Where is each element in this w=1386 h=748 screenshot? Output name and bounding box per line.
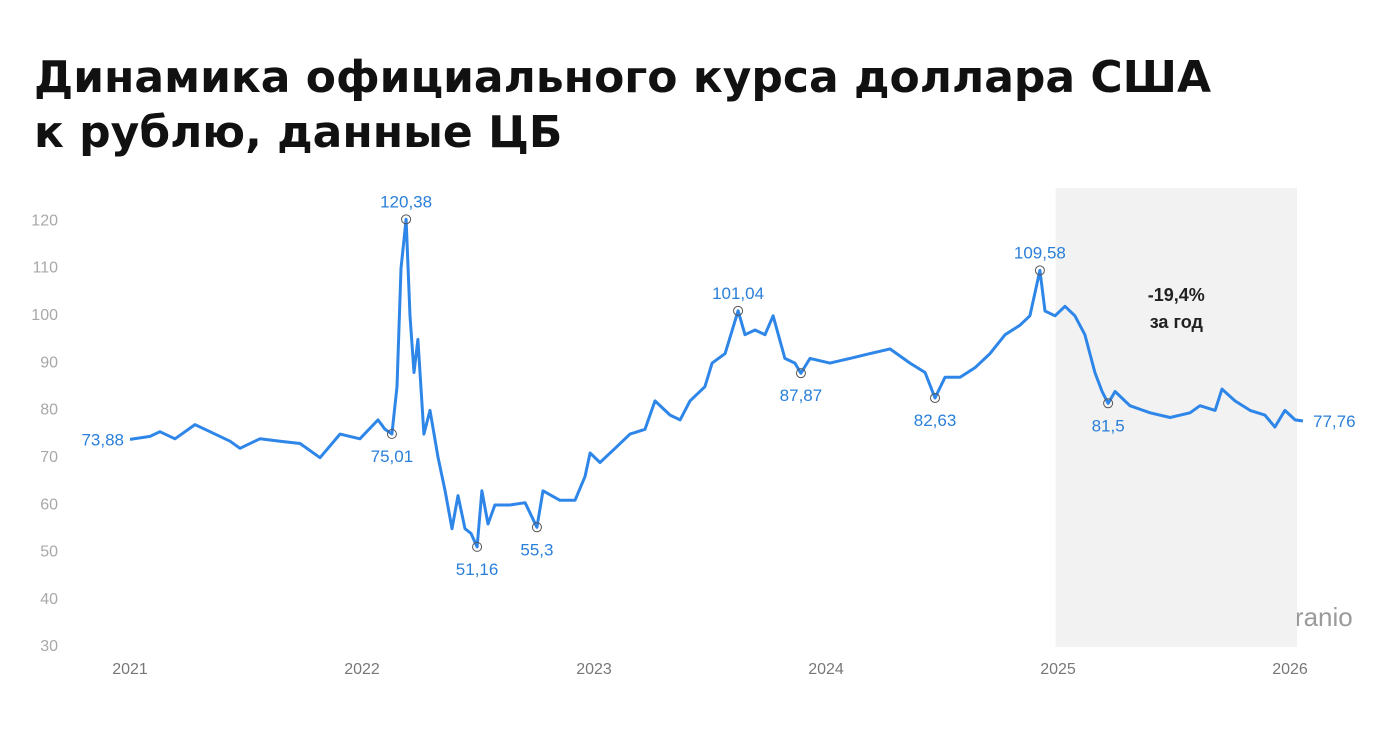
point-marker <box>401 214 412 225</box>
value-label: 109,58 <box>1014 243 1066 262</box>
value-label: 55,3 <box>520 540 553 559</box>
value-label: 87,87 <box>780 386 823 405</box>
x-tick-label: 2023 <box>576 661 612 678</box>
y-tick-label: 40 <box>40 591 58 608</box>
point-marker <box>733 305 744 316</box>
annotation: за год <box>1150 312 1204 332</box>
y-tick-label: 60 <box>40 496 58 513</box>
value-label: 51,16 <box>456 560 499 579</box>
value-label: 82,63 <box>914 411 957 430</box>
value-label: 73,88 <box>81 430 124 449</box>
line <box>129 217 1304 549</box>
x-tick-label: 2026 <box>1272 661 1308 678</box>
value-label: 120,38 <box>380 192 432 211</box>
y-tick-label: 70 <box>40 449 58 466</box>
x-tick-label: 2025 <box>1040 661 1076 678</box>
point-marker <box>1103 398 1114 409</box>
y-tick-label: 80 <box>40 402 58 419</box>
point-marker <box>472 541 483 552</box>
x-tick-label: 2024 <box>808 661 844 678</box>
y-tick-label: 100 <box>31 307 58 324</box>
value-label: 77,76 <box>1313 412 1356 431</box>
point-marker <box>531 522 542 533</box>
x-tick-label: 2021 <box>112 661 148 678</box>
point-marker <box>1034 265 1045 276</box>
chart-title: Динамика официального курса доллара США <box>34 52 1211 103</box>
y-tick-label: 90 <box>40 354 58 371</box>
y-tick-label: 120 <box>31 212 58 229</box>
point-marker <box>795 368 806 379</box>
y-tick-label: 30 <box>40 638 58 655</box>
y-tick-label: 50 <box>40 544 58 561</box>
value-label: 81,5 <box>1092 416 1125 435</box>
point-marker <box>930 392 941 403</box>
x-tick-label: 2022 <box>344 661 380 678</box>
value-label: 101,04 <box>712 284 764 303</box>
chart-title: к рублю, данные ЦБ <box>34 107 562 158</box>
value-label: 75,01 <box>371 447 414 466</box>
point-marker <box>386 429 397 440</box>
annotation: -19,4% <box>1148 285 1205 305</box>
y-tick-label: 110 <box>32 260 58 277</box>
